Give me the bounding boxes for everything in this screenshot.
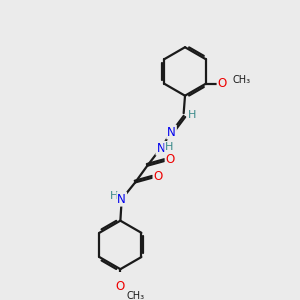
Text: N: N	[167, 126, 176, 139]
Text: O: O	[218, 77, 227, 90]
Text: H: H	[165, 142, 174, 152]
Text: O: O	[166, 153, 175, 166]
Text: O: O	[154, 170, 163, 183]
Text: N: N	[156, 142, 165, 155]
Text: O: O	[116, 280, 125, 293]
Text: H: H	[188, 110, 196, 120]
Text: CH₃: CH₃	[126, 291, 144, 300]
Text: N: N	[117, 193, 126, 206]
Text: H: H	[110, 191, 118, 201]
Text: CH₃: CH₃	[232, 75, 250, 85]
